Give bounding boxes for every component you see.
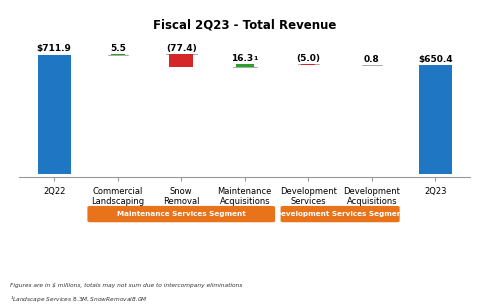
- Text: 1: 1: [253, 57, 258, 62]
- Text: 16.3: 16.3: [231, 54, 253, 63]
- FancyBboxPatch shape: [87, 206, 275, 222]
- FancyBboxPatch shape: [281, 206, 400, 222]
- Text: Maintenance Services Segment: Maintenance Services Segment: [117, 211, 246, 217]
- Bar: [37, 55, 71, 174]
- Text: $650.4: $650.4: [418, 55, 453, 64]
- Bar: [169, 54, 193, 67]
- Text: (5.0): (5.0): [296, 54, 320, 63]
- Text: (77.4): (77.4): [166, 43, 197, 53]
- Text: 5.5: 5.5: [110, 43, 126, 53]
- Text: 0.8: 0.8: [364, 54, 380, 64]
- Text: $711.9: $711.9: [36, 44, 72, 54]
- Text: ¹Landscape Services $8.3M, Snow Removal $8.0M: ¹Landscape Services $8.3M, Snow Removal …: [10, 294, 147, 304]
- Text: Figures are in $ millions, totals may not sum due to intercompany eliminations: Figures are in $ millions, totals may no…: [10, 283, 242, 288]
- Title: Fiscal 2Q23 - Total Revenue: Fiscal 2Q23 - Total Revenue: [153, 18, 336, 32]
- Bar: [301, 64, 315, 65]
- Bar: [419, 65, 452, 174]
- Bar: [236, 64, 254, 67]
- Bar: [111, 54, 125, 55]
- Text: Development Services Segment: Development Services Segment: [275, 211, 406, 217]
